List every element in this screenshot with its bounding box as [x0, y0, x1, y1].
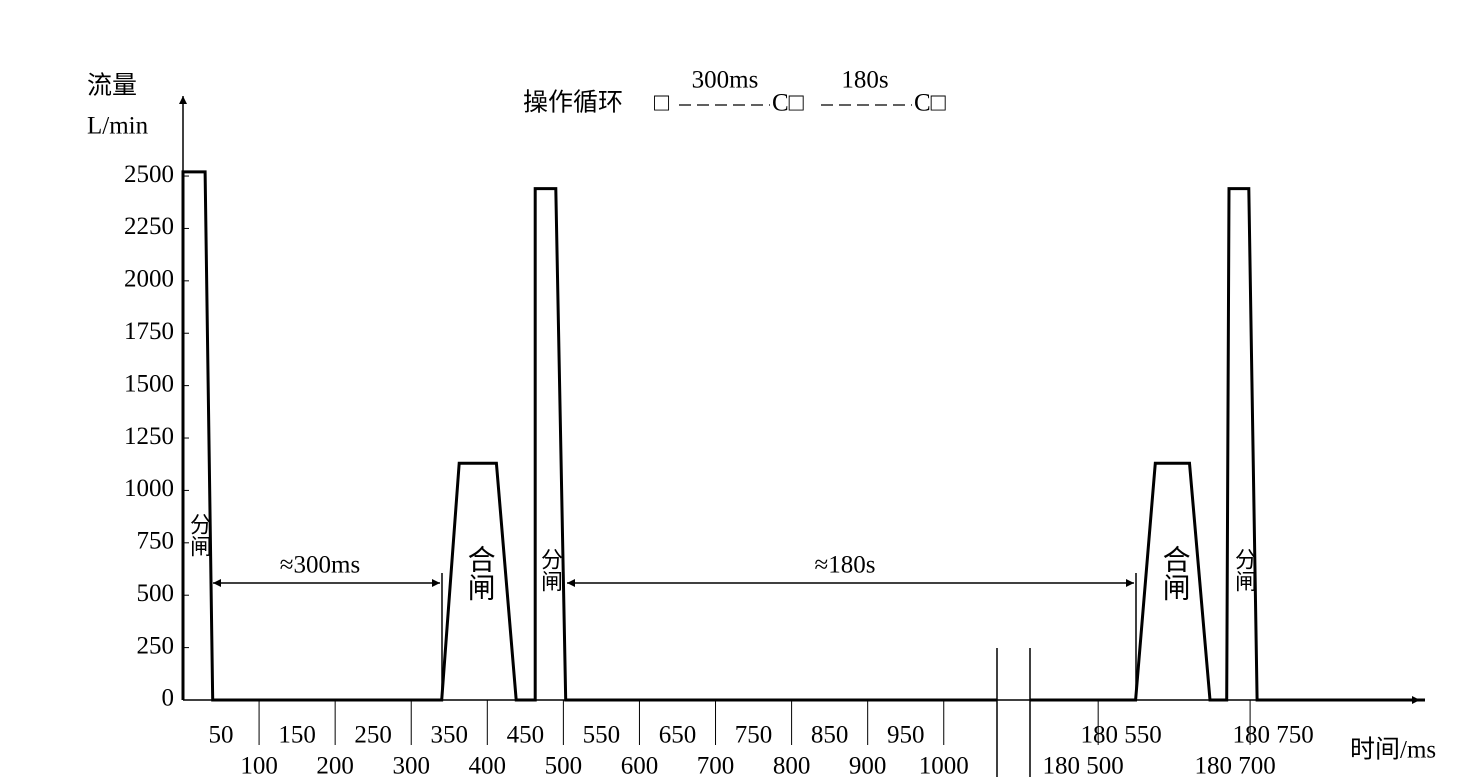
y-tick-label: 2000: [124, 266, 174, 293]
flow-line: [1030, 187, 1425, 702]
y-tick-label: 1250: [124, 423, 174, 450]
x-tick-label: 100: [240, 753, 278, 777]
x-tick-label: 650: [659, 722, 697, 749]
x-tick-label: 180 700: [1194, 753, 1275, 777]
x-tick-label: 750: [735, 722, 773, 749]
annotation: 合闸: [464, 545, 495, 601]
x-tick-label: 600: [621, 753, 659, 777]
annotation: ≈300ms: [280, 552, 360, 579]
cycle-label: 300ms: [692, 67, 759, 94]
y-tick-label: 2500: [124, 161, 174, 188]
x-tick-label: 700: [697, 753, 735, 777]
x-tick-label: 450: [507, 722, 545, 749]
x-tick-label: 180 750: [1232, 722, 1313, 749]
annotation: 分闸: [538, 548, 563, 592]
x-tick-label: 550: [583, 722, 621, 749]
y-tick-label: 1750: [124, 318, 174, 345]
y-tick-label: 500: [137, 580, 175, 607]
x-tick-label: 800: [773, 753, 811, 777]
annotation: ≈180s: [815, 552, 876, 579]
y-tick-label: 250: [137, 632, 175, 659]
x-tick-label: 300: [392, 753, 430, 777]
cycle-symbol: □: [654, 90, 670, 117]
x-tick-label: 1000: [919, 753, 969, 777]
x-tick-label: 200: [316, 753, 354, 777]
y-tick-label: 1500: [124, 370, 174, 397]
cycle-symbol: C□: [914, 90, 947, 117]
y-tick-label: 0: [162, 685, 175, 712]
cycle-label: 180s: [841, 67, 888, 94]
y-tick-label: 750: [137, 528, 175, 555]
chart-title: 操作循环: [523, 89, 623, 117]
x-tick-label: 500: [545, 753, 583, 777]
x-tick-label: 850: [811, 722, 849, 749]
y-axis-label: 流量: [87, 72, 137, 100]
cycle-symbol: C□: [772, 90, 805, 117]
x-tick-label: 900: [849, 753, 887, 777]
x-axis-label: 时间/ms: [1350, 736, 1436, 764]
x-tick-label: 180 500: [1043, 753, 1124, 777]
annotation: 合闸: [1159, 545, 1190, 601]
annotation: 分闸: [1232, 548, 1257, 592]
y-axis-label: L/min: [87, 113, 149, 140]
x-tick-label: 150: [278, 722, 316, 749]
x-tick-label: 950: [887, 722, 925, 749]
x-tick-label: 350: [431, 722, 469, 749]
x-tick-label: 400: [469, 753, 507, 777]
annotation: 分闸: [187, 513, 212, 557]
y-tick-label: 1000: [124, 475, 174, 502]
x-tick-label: 50: [209, 722, 234, 749]
flow-line: [181, 170, 997, 702]
y-tick-label: 2250: [124, 213, 174, 240]
x-tick-label: 250: [354, 722, 392, 749]
x-tick-label: 180 550: [1081, 722, 1162, 749]
